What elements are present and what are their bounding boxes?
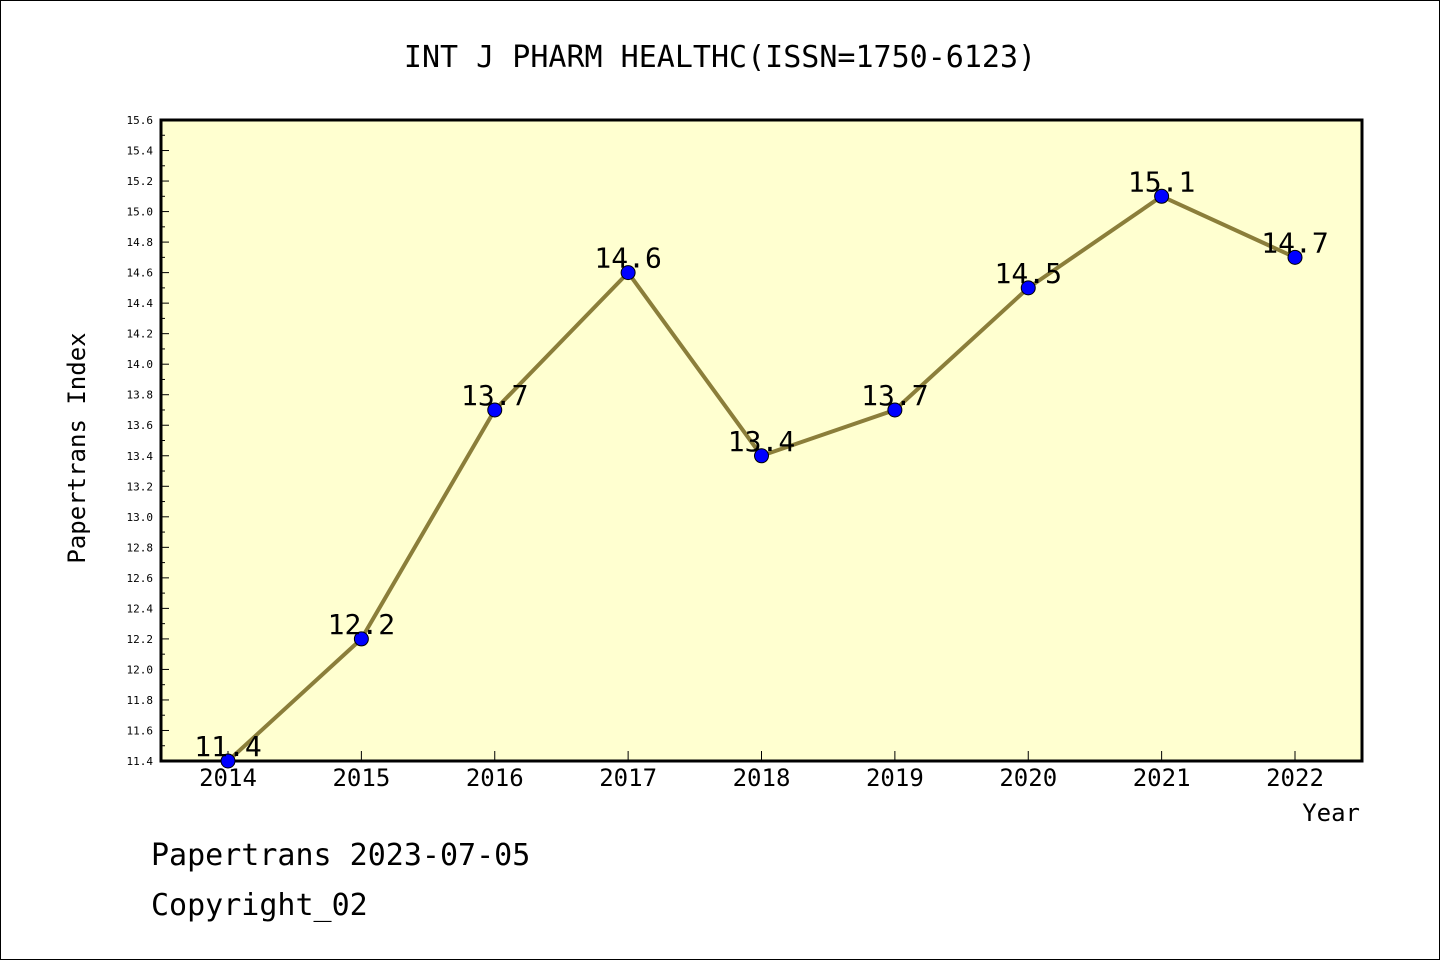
y-tick-label: 12.0: [127, 663, 154, 676]
y-tick-label: 14.0: [127, 358, 154, 371]
data-label: 14.5: [995, 257, 1062, 290]
data-label: 14.6: [594, 242, 661, 275]
data-point: [487, 402, 503, 418]
x-axis-label: Year: [1302, 799, 1360, 827]
data-point: [754, 448, 769, 464]
data-point: [887, 402, 903, 418]
y-tick-label: 13.8: [127, 389, 154, 402]
y-tick-label: 12.2: [127, 633, 154, 646]
x-tick-label: 2014: [199, 764, 257, 792]
data-point: [620, 265, 636, 281]
y-tick-label: 11.8: [127, 694, 154, 707]
footer-copyright: Copyright_02: [151, 888, 368, 923]
data-label: 14.7: [1261, 226, 1328, 259]
data-label: 11.4: [194, 730, 261, 763]
data-label: 12.2: [328, 608, 395, 641]
data-point: [1287, 249, 1303, 265]
y-axis-label: Papertrans Index: [63, 332, 91, 563]
y-tick-label: 11.6: [127, 724, 154, 737]
x-tick-label: 2016: [466, 764, 524, 792]
y-tick-label: 13.4: [127, 450, 154, 463]
y-tick-label: 14.6: [127, 267, 154, 280]
data-label: 13.7: [861, 379, 928, 412]
y-tick-label: 15.4: [127, 145, 154, 158]
footer-date: Papertrans 2023-07-05: [151, 838, 530, 873]
y-tick-label: 14.2: [127, 328, 154, 341]
x-tick-label: 2020: [999, 764, 1057, 792]
y-tick-label: 12.8: [127, 541, 154, 554]
y-tick-label: 15.2: [127, 175, 154, 188]
series-line-group: [220, 188, 1303, 769]
y-tick-label: 15.0: [127, 206, 154, 219]
data-labels: 11.4 12.2 13.7 14.6 13.4 13.7 14.5 15.1 14.7: [194, 165, 1328, 763]
x-tick-label: 2015: [332, 764, 390, 792]
data-point: [1154, 188, 1170, 204]
x-tick-label: 2017: [599, 764, 657, 792]
y-tick-label: 13.2: [127, 480, 154, 493]
x-tick-label: 2021: [1133, 764, 1191, 792]
chart-title: INT J PHARM HEALTHC(ISSN=1750-6123): [404, 40, 1036, 75]
x-axis: 2014 2015 2016 2017 2018 2019 2020 2021 2022: [199, 751, 1324, 792]
plot-area: [159, 118, 1364, 763]
data-label: 15.1: [1128, 165, 1195, 198]
y-tick-label: 11.4: [127, 755, 154, 768]
y-tick-label: 12.6: [127, 572, 154, 585]
y-axis: 11.4 11.6 11.8 12.0 12.2 12.4 12.6 12.8 13.0 13.2…: [127, 114, 169, 768]
y-tick-label: 13.6: [127, 419, 154, 432]
data-label: 13.4: [728, 425, 795, 458]
y-tick-label: 15.6: [127, 114, 154, 127]
data-label: 13.7: [461, 379, 528, 412]
y-tick-label: 13.0: [127, 511, 154, 524]
y-tick-label: 14.4: [127, 297, 154, 310]
data-point: [1020, 280, 1036, 296]
y-tick-label: 14.8: [127, 236, 154, 249]
x-tick-label: 2019: [866, 764, 924, 792]
data-point: [220, 753, 236, 769]
x-tick-label: 2018: [733, 764, 791, 792]
data-point: [353, 631, 369, 647]
x-tick-label: 2022: [1266, 764, 1324, 792]
y-tick-label: 12.4: [127, 602, 154, 615]
